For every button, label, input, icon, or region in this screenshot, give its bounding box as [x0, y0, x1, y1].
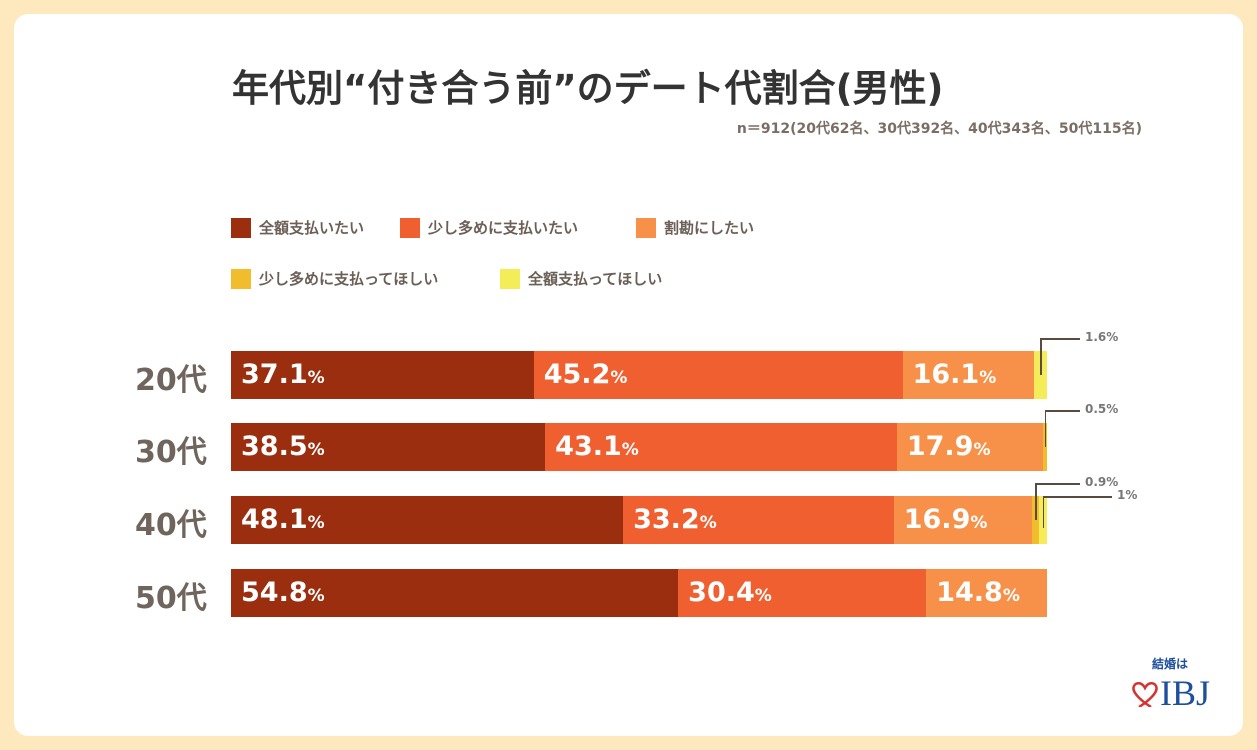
bar-segment — [1042, 423, 1047, 471]
callout-label: 0.9% — [1085, 475, 1119, 489]
legend-item: 全額支払ってほしい — [500, 268, 662, 289]
callout-line — [1044, 410, 1047, 447]
data-label: 16.1% — [912, 359, 997, 390]
bar-segment — [896, 423, 1043, 471]
callout-line — [1044, 410, 1080, 412]
bar-segment — [533, 351, 903, 399]
data-label: 43.1% — [555, 431, 639, 462]
data-label: 17.9% — [906, 431, 991, 462]
legend-swatch — [636, 217, 656, 238]
data-label: 30.4% — [688, 577, 772, 608]
data-label: 45.2% — [543, 359, 628, 390]
legend-label: 少し多めに支払いたい — [428, 219, 579, 237]
data-label: 16.9% — [903, 504, 988, 535]
bar-segment — [926, 569, 1047, 617]
callout-label: 0.5% — [1085, 402, 1119, 416]
bar-segment — [902, 351, 1034, 399]
logo-tagline: 結婚は — [1152, 657, 1189, 671]
callout-line — [1042, 496, 1045, 528]
sample-size-note: n＝912(20代62名、30代392名、40代343名、50代115名) — [736, 121, 1142, 137]
category-label: 40代 — [135, 508, 207, 543]
legend-label: 全額支払いたい — [259, 219, 365, 237]
data-label: 38.5% — [241, 431, 325, 462]
legend-item: 少し多めに支払ってほしい — [231, 268, 438, 289]
legend-label: 全額支払ってほしい — [528, 270, 663, 288]
legend-label: 少し多めに支払ってほしい — [259, 270, 439, 288]
category-label: 50代 — [135, 581, 207, 616]
callout-line — [1040, 338, 1042, 375]
legend-swatch — [500, 268, 520, 289]
callout-label: 1.6% — [1085, 330, 1119, 344]
legend-item: 少し多めに支払いたい — [400, 217, 578, 238]
bar-segment — [1038, 496, 1047, 544]
legend-item: 全額支払いたい — [231, 217, 364, 238]
category-label: 20代 — [135, 363, 207, 398]
chart-title: 年代別“付き合う前”のデート代割合(男性) — [232, 67, 944, 110]
bar-segment — [678, 569, 927, 617]
bar-segment — [231, 423, 546, 471]
legend-item: 割勘にしたい — [636, 217, 754, 238]
callout-line — [1035, 483, 1080, 485]
bar-segment — [231, 351, 534, 399]
bar-segment — [1033, 351, 1047, 399]
ibj-logo: 結婚は IBJ — [1130, 655, 1210, 714]
bar-segment — [1031, 496, 1039, 544]
bar-segment — [893, 496, 1032, 544]
heart-icon — [1132, 682, 1158, 707]
callout-line — [1035, 483, 1037, 520]
category-label: 30代 — [135, 435, 207, 470]
legend-label: 割勘にしたい — [664, 219, 755, 237]
bar-segment — [231, 496, 624, 544]
legend-swatch — [231, 268, 251, 289]
callout-label: 1% — [1117, 488, 1138, 502]
data-label: 48.1% — [241, 504, 325, 535]
bar-segment — [231, 569, 679, 617]
bar-segment — [623, 496, 894, 544]
data-label: 54.8% — [241, 577, 325, 608]
logo-brand: IBJ — [1160, 673, 1211, 713]
data-label: 37.1% — [241, 359, 325, 390]
callout-line — [1042, 496, 1112, 498]
callout-line — [1040, 338, 1080, 340]
data-label: 33.2% — [633, 504, 717, 535]
legend-swatch — [400, 217, 420, 238]
data-label: 14.8% — [936, 577, 1020, 608]
bar-segment — [545, 423, 897, 471]
legend-swatch — [231, 217, 251, 238]
